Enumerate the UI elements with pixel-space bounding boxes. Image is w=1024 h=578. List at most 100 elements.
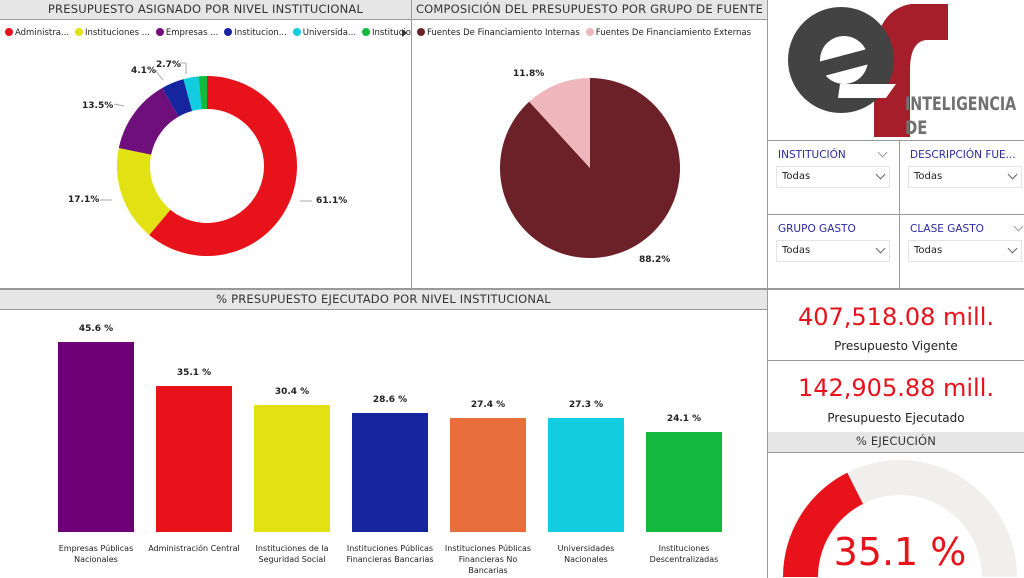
kpi-value: 407,518.08 mill. (797, 303, 995, 331)
pie-slice[interactable] (149, 76, 298, 256)
pie-legend[interactable]: Fuentes De Financiamiento Internas Fuente… (417, 28, 751, 38)
bar[interactable] (156, 385, 232, 532)
data-label: 88.2% (639, 255, 671, 265)
slicer-value: Todas (914, 171, 943, 182)
legend-label: Fuentes De Financiamiento Internas (427, 28, 580, 38)
pie-slice[interactable] (183, 76, 202, 111)
legend-dot-icon (224, 28, 233, 36)
slicer-grupo-gasto[interactable]: GRUPO GASTO Todas (768, 215, 896, 288)
bar-value-label: 45.6 % (78, 323, 114, 334)
legend-item[interactable]: Fuentes De Financiamiento Externas (585, 28, 752, 38)
bar-value-label: 27.4 % (470, 399, 506, 410)
slicer-dropdown[interactable]: Todas (776, 240, 890, 262)
legend-dot-icon (75, 28, 84, 36)
category-label: Empresas Públicas Nacionales (58, 544, 134, 564)
slicer-title: GRUPO GASTO (778, 223, 856, 235)
pie-slice[interactable] (162, 79, 193, 117)
slicer-title: DESCRIPCIÓN FUE... (910, 149, 1016, 161)
gauge-fill (783, 472, 864, 577)
bar[interactable] (548, 418, 624, 532)
category-label: Administración Central (148, 544, 240, 553)
bar-chart[interactable]: 45.6 % Empresas Públicas Nacionales 35.1 %… (0, 290, 767, 578)
donut-chart[interactable] (0, 0, 411, 289)
slicer-dropdown[interactable]: Todas (908, 166, 1022, 188)
kpi-label: Presupuesto Vigente (834, 339, 958, 353)
category-label: Instituciones de la Seguridad Social (255, 544, 329, 564)
legend-dot-icon (155, 28, 164, 36)
legend-item[interactable]: Fuentes De Financiamiento Internas (417, 28, 580, 38)
pie-slice[interactable] (116, 148, 171, 235)
data-label: 2.7% (156, 60, 181, 70)
legend-item[interactable]: Instituciones ... (75, 28, 150, 38)
slicer-value: Todas (782, 171, 811, 182)
slicer-dropdown[interactable]: Todas (776, 166, 890, 188)
pie-slice[interactable] (118, 87, 179, 155)
donut-legend[interactable]: Administra... Instituciones ... Empresas .… (5, 28, 411, 38)
bar-value-label: 24.1 % (666, 413, 702, 424)
legend-label: Administra... (15, 28, 70, 38)
legend-item[interactable]: Empresas ... (155, 28, 219, 38)
slicer-title: INSTITUCIÓN (778, 149, 846, 161)
bar-value-label: 35.1 % (176, 367, 212, 378)
pie-slice[interactable] (529, 78, 590, 168)
bar[interactable] (352, 412, 428, 532)
slicer-title: CLASE GASTO (910, 223, 984, 235)
leader-line (113, 103, 125, 107)
bar-value-label: 27.3 % (568, 400, 604, 411)
pie-chart[interactable] (412, 0, 767, 289)
logo-mark (788, 4, 948, 137)
bar-value-label: 30.4 % (274, 387, 310, 398)
data-label: 13.5% (82, 101, 114, 111)
donut-title: PRESUPUESTO ASIGNADO POR NIVEL INSTITUCI… (0, 0, 411, 20)
slicer-value: Todas (914, 245, 943, 256)
leader-line (154, 69, 164, 81)
logo-text-1: INTELIGENCIA (905, 93, 1017, 115)
kpi-presupuesto-ejecutado: 142,905.88 mill. Presupuesto Ejecutado (768, 361, 1024, 432)
logo: INTELIGENCIA DE NEGOCIOS (768, 0, 1024, 140)
bar[interactable] (58, 341, 134, 532)
legend-next-arrow-icon[interactable] (402, 29, 407, 37)
legend-item[interactable]: Universida... (292, 28, 356, 38)
slicer-descripcion-fuente[interactable]: DESCRIPCIÓN FUE... Todas (900, 141, 1024, 214)
legend-dot-icon (292, 28, 301, 36)
chevron-down-icon[interactable] (1013, 221, 1024, 232)
slicer-value: Todas (782, 245, 811, 256)
logo-text-2: DE NEGOCIOS (905, 117, 992, 140)
category-label: Instituciones Descentralizadas (649, 544, 719, 564)
legend-dot-icon (417, 28, 425, 36)
bar-title: % PRESUPUESTO EJECUTADO POR NIVEL INSTIT… (0, 290, 767, 310)
gauge-value: 35.1 % (833, 530, 967, 574)
bar[interactable] (450, 417, 526, 532)
data-label: 4.1% (131, 66, 156, 76)
data-label: 61.1% (316, 196, 348, 206)
kpi-presupuesto-vigente: 407,518.08 mill. Presupuesto Vigente (768, 290, 1024, 360)
bar[interactable] (646, 431, 722, 532)
legend-item[interactable]: Administra... (5, 28, 69, 38)
chevron-down-icon (875, 169, 886, 180)
bar[interactable] (254, 405, 330, 532)
chevron-down-icon (1007, 243, 1018, 254)
legend-label: Institucion... (234, 28, 287, 38)
data-label: 11.8% (513, 69, 545, 79)
legend-label: Empresas ... (165, 28, 219, 38)
kpi-label: Presupuesto Ejecutado (827, 411, 965, 425)
slicer-institucion[interactable]: INSTITUCIÓN Todas (768, 141, 896, 214)
chevron-down-icon (1007, 169, 1018, 180)
category-label: Universidades Nacionales (557, 544, 615, 564)
legend-label: Fuentes De Financiamiento Externas (595, 28, 752, 38)
legend-dot-icon (585, 28, 594, 36)
legend-dot-icon (5, 28, 13, 36)
legend-item[interactable]: Institucion... (224, 28, 287, 38)
gauge-chart (783, 460, 1017, 577)
legend-label: Institucion... (372, 28, 411, 38)
chevron-down-icon (875, 243, 886, 254)
slicer-dropdown[interactable]: Todas (908, 240, 1022, 262)
legend-label: Instituciones ... (85, 28, 150, 38)
kpi-value: 142,905.88 mill. (797, 374, 995, 402)
slicer-clase-gasto[interactable]: CLASE GASTO Todas (900, 215, 1024, 288)
pie-panel: COMPOSICIÓN DEL PRESUPUESTO POR GRUPO DE… (412, 0, 767, 289)
legend-item[interactable]: Institucion... (362, 28, 411, 38)
pie-slice[interactable] (198, 76, 207, 110)
bar-panel: % PRESUPUESTO EJECUTADO POR NIVEL INSTIT… (0, 290, 767, 578)
chevron-down-icon[interactable] (877, 147, 888, 158)
